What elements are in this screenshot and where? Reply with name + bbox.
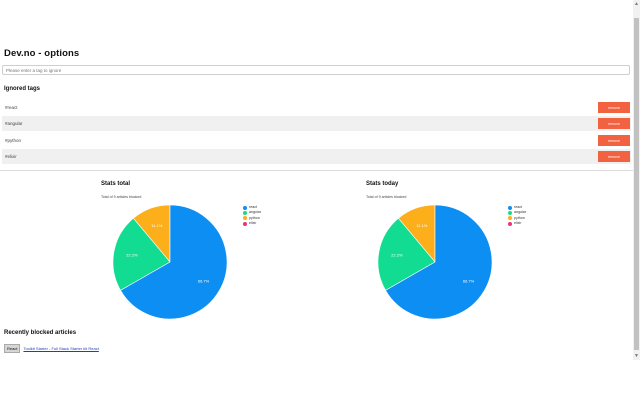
ignored-tag-row: #elixir remove (2, 149, 631, 164)
legend-dot (508, 210, 512, 215)
legend-dot (243, 210, 247, 215)
pie-slice-react (120, 204, 228, 320)
legend-dot (243, 221, 247, 226)
legend-label: python (514, 215, 525, 220)
page-title: Dev.no - options (4, 48, 80, 59)
pie-slice-label: 66.7% (463, 279, 475, 284)
pie-chart-today: 11.1% 22.2% 66.7% (377, 204, 493, 320)
legend-label: react (249, 205, 257, 209)
pie-slice-angular (112, 217, 171, 291)
legend-label: elixir (514, 220, 522, 225)
ignored-tag-row: #python remove (2, 133, 631, 148)
legend-item-elixir[interactable]: elixir (243, 221, 261, 226)
legend-dot (508, 216, 512, 221)
pie-chart-total: 11.1% 22.2% 66.7% (112, 204, 228, 320)
pie-slice-react (385, 204, 493, 320)
pie-slice-label: 11.1% (416, 223, 427, 228)
chart-legend: react angular python elixir (508, 205, 526, 226)
recent-articles-heading: Recently blocked articles (4, 330, 77, 336)
legend-dot (243, 205, 247, 210)
pie-slice-label: 22.2% (391, 253, 403, 258)
legend-item-react[interactable]: react (508, 205, 526, 210)
recent-article-item: React Toolkit Starter - Full Stack Start… (4, 344, 99, 353)
scrollbar-thumb[interactable] (634, 18, 639, 350)
legend-item-angular[interactable]: angular (508, 210, 526, 215)
legend-item-python[interactable]: python (508, 216, 526, 221)
pie-slice-label: 11.1% (151, 223, 162, 228)
article-tag-chip: React (4, 344, 21, 353)
legend-item-elixir[interactable]: elixir (508, 221, 526, 226)
triangle-down-icon[interactable]: ▼ (634, 353, 639, 359)
remove-tag-button[interactable]: remove (598, 118, 630, 129)
legend-dot (243, 216, 247, 221)
pie-slice-label: 66.7% (198, 279, 210, 284)
ignore-tag-input[interactable] (2, 65, 630, 75)
article-link[interactable]: Toolkit Starter - Full Stack Starter kit… (23, 346, 99, 351)
legend-label: elixir (249, 220, 257, 225)
chart-title: Stats today (366, 181, 399, 187)
ignored-tag-name: #angular (5, 121, 23, 126)
legend-label: angular (514, 210, 526, 215)
ignored-tag-name: #react (5, 105, 18, 110)
legend-dot (508, 221, 512, 226)
ignored-tag-row: #react remove (2, 100, 631, 115)
triangle-up-icon[interactable]: ▲ (634, 1, 639, 7)
legend-item-angular[interactable]: angular (243, 210, 261, 215)
legend-item-react[interactable]: react (243, 205, 261, 210)
remove-tag-button[interactable]: remove (598, 151, 630, 162)
ignored-tag-row: #angular remove (2, 116, 631, 131)
chart-title: Stats total (101, 181, 131, 187)
remove-tag-button[interactable]: remove (598, 135, 630, 146)
chart-subtitle: Total of 9 articles blocked (101, 195, 142, 199)
chart-subtitle: Total of 9 articles blocked (366, 195, 407, 199)
legend-item-python[interactable]: python (243, 216, 261, 221)
pie-slice-label: 22.2% (126, 253, 138, 258)
ignored-tags-heading: Ignored tags (4, 86, 41, 92)
remove-tag-button[interactable]: remove (598, 102, 630, 113)
ignored-tag-name: #python (5, 138, 22, 143)
section-divider (0, 170, 633, 171)
legend-label: react (514, 205, 522, 209)
options-page: Dev.no - options Ignored tags #react rem… (0, 48, 633, 353)
chart-legend: react angular python elixir (243, 205, 261, 226)
ignored-tag-name: #elixir (5, 154, 17, 159)
vertical-scrollbar[interactable]: ▲ ▼ (633, 0, 640, 360)
pie-slice-angular (377, 217, 436, 291)
legend-dot (508, 205, 512, 210)
legend-label: python (249, 215, 260, 220)
legend-label: angular (249, 210, 261, 215)
